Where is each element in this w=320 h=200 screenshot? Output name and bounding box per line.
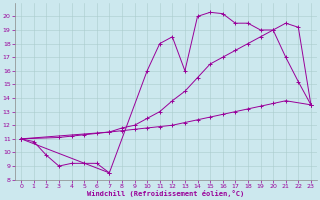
X-axis label: Windchill (Refroidissement éolien,°C): Windchill (Refroidissement éolien,°C) [87, 190, 245, 197]
